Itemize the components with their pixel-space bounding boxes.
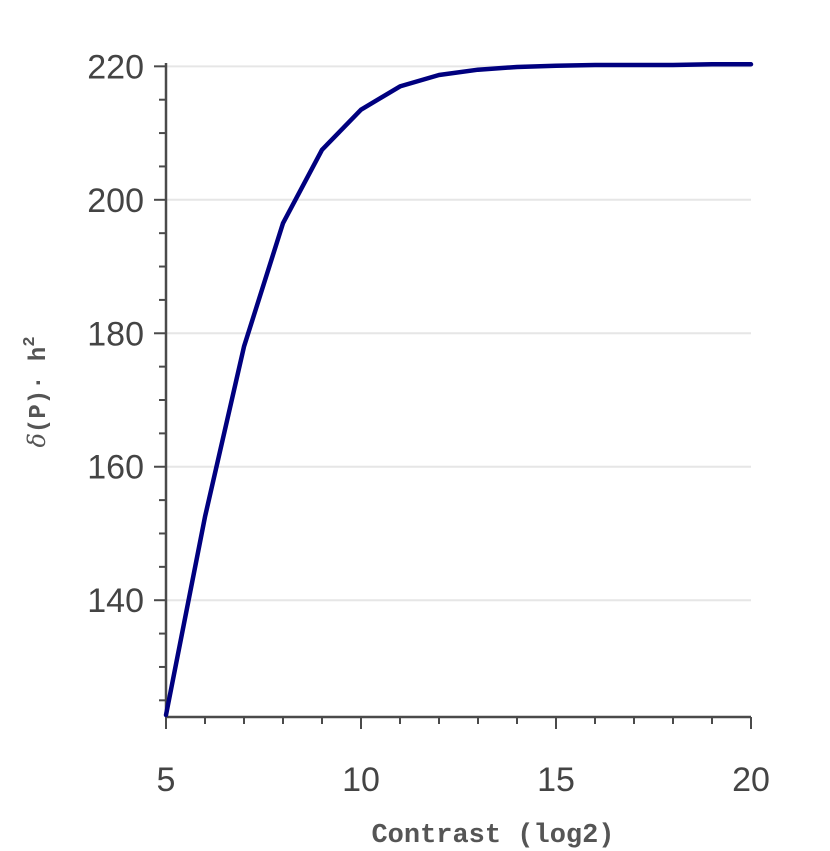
y-axis-title: δ(P)· h2 [21,336,53,447]
x-tick-label-5: 5 [157,761,176,799]
gridlines [166,65,751,602]
axes [164,63,751,719]
y-tick-label-220: 220 [87,48,144,86]
x-axis-title: Contrast (log2) [371,821,614,851]
series-line-0 [163,62,754,718]
y-axis-title-superscript: 2 [21,336,40,346]
x-tick-label-10: 10 [342,761,380,799]
y-axis-title-text: (P)· h [26,347,53,433]
x-tick-label-20: 20 [732,761,770,799]
y-tick-label-140: 140 [87,582,144,620]
ticks [154,65,752,729]
series-layer [163,62,754,718]
y-tick-label-200: 200 [87,182,144,220]
tick-labels: 140 160 180 200 220 5 10 15 20 [87,48,770,799]
x-tick-label-15: 15 [537,761,575,799]
y-tick-label-160: 160 [87,449,144,487]
y-axis-title-symbol: δ [23,433,51,447]
y-tick-label-180: 180 [87,315,144,353]
